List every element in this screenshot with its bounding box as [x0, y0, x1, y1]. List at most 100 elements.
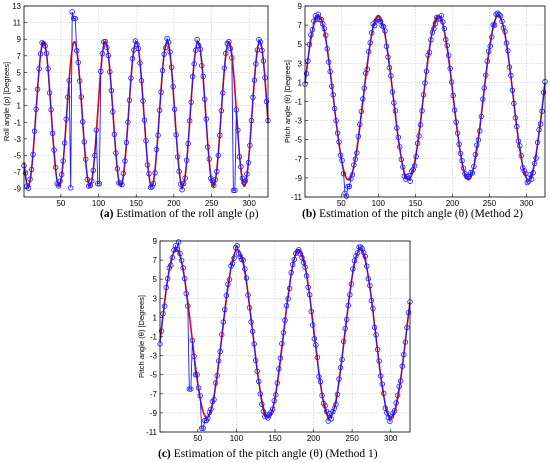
estimate-marker — [191, 61, 197, 67]
estimate-marker — [84, 176, 90, 183]
estimate-marker — [33, 106, 39, 112]
estimate-marker — [357, 244, 364, 250]
estimate-marker — [328, 83, 335, 89]
y-tick-label: -5 — [14, 151, 22, 160]
estimate-marker — [305, 284, 311, 290]
y-tick-label: -7 — [14, 168, 22, 177]
estimate-marker — [521, 168, 527, 174]
estimate-marker — [505, 47, 511, 54]
estimate-marker — [354, 150, 360, 156]
estimate-marker — [311, 336, 318, 342]
estimate-marker — [177, 250, 183, 257]
estimate-marker — [89, 178, 95, 184]
estimate-marker — [206, 409, 213, 416]
estimate-marker — [322, 402, 328, 409]
estimate-marker — [183, 290, 189, 297]
estimate-marker — [518, 153, 524, 159]
estimate-marker — [515, 138, 522, 144]
estimate-marker — [223, 50, 229, 57]
panel-c-x-ticks: 50 100 150 200 250 300 — [193, 429, 398, 443]
estimate-marker — [413, 153, 419, 160]
estimate-marker — [242, 178, 249, 184]
estimate-marker — [104, 44, 110, 51]
estimate-marker — [143, 137, 149, 144]
estimate-marker — [174, 246, 180, 253]
panel-a-caption: (a) Estimation of the roll angle (ρ) — [100, 208, 259, 220]
estimate-marker — [350, 266, 356, 272]
panel-a-caption-text: Estimation of the roll angle (ρ) — [116, 208, 258, 220]
estimate-marker — [451, 107, 458, 113]
estimate-marker — [371, 22, 378, 29]
estimate-marker — [122, 158, 128, 164]
estimate-marker — [327, 410, 333, 417]
estimate-marker — [223, 292, 230, 299]
estimate-marker — [188, 99, 194, 105]
estimate-marker — [283, 303, 290, 309]
estimate-marker — [491, 22, 498, 28]
y-tick-label: -7 — [295, 155, 303, 164]
estimate-marker — [259, 401, 265, 407]
estimate-marker — [74, 48, 80, 54]
estimate-marker — [300, 259, 307, 266]
estimate-marker — [499, 18, 505, 25]
estimate-marker — [478, 113, 484, 120]
estimate-marker — [36, 66, 42, 72]
x-tick-label: 50 — [193, 434, 202, 443]
estimate-marker — [263, 98, 270, 105]
estimate-marker — [70, 15, 77, 22]
y-tick-label: 7 — [17, 52, 22, 61]
estimate-marker — [189, 337, 196, 344]
estimate-marker — [227, 45, 234, 52]
estimate-marker — [402, 339, 409, 345]
estimate-marker — [315, 11, 322, 17]
estimate-marker — [158, 89, 164, 95]
estimate-marker — [348, 281, 355, 287]
estimate-marker — [343, 193, 350, 199]
estimate-marker — [218, 108, 225, 114]
panel-b-grid — [305, 5, 545, 198]
estimate-marker — [407, 178, 413, 184]
estimate-marker — [511, 100, 517, 107]
estimate-marker — [333, 118, 339, 124]
estimate-marker — [237, 253, 243, 260]
estimate-marker — [346, 183, 353, 190]
estimate-marker — [368, 30, 375, 36]
panel-b-y-axis-label: Pitch angle (θ) [Degrees] — [283, 60, 292, 143]
estimate-marker — [200, 425, 206, 431]
estimate-marker — [349, 172, 356, 178]
y-tick-label: -3 — [295, 117, 303, 126]
panel-c-estimate-line — [159, 241, 411, 429]
estimate-marker — [377, 373, 384, 379]
estimate-marker — [291, 256, 297, 263]
estimate-marker — [230, 187, 237, 194]
estimate-marker — [484, 58, 490, 64]
estimate-marker — [366, 48, 372, 55]
y-tick-label: 3 — [153, 294, 158, 303]
estimate-marker — [203, 116, 209, 122]
panel-c-caption-letter: (c) — [158, 448, 171, 460]
x-tick-label: 100 — [372, 199, 386, 208]
estimate-marker — [52, 164, 59, 171]
estimate-marker — [414, 140, 421, 146]
estimate-marker — [117, 180, 124, 186]
estimate-marker — [488, 34, 495, 40]
panel-b-estimate-line — [304, 12, 546, 198]
estimate-marker — [186, 118, 193, 124]
estimate-marker — [336, 376, 342, 382]
y-tick-label: 1 — [298, 78, 303, 87]
estimate-marker — [176, 168, 182, 175]
estimate-marker — [477, 128, 483, 134]
estimate-marker — [161, 51, 167, 57]
x-tick-label: 100 — [92, 199, 106, 208]
estimate-marker — [440, 19, 446, 25]
estimate-marker — [446, 52, 452, 59]
estimate-marker — [419, 108, 425, 114]
x-tick-label: 250 — [483, 199, 497, 208]
estimate-marker — [514, 123, 520, 130]
y-tick-label: 3 — [17, 85, 22, 94]
estimate-marker — [241, 179, 247, 186]
estimate-marker — [172, 243, 179, 249]
